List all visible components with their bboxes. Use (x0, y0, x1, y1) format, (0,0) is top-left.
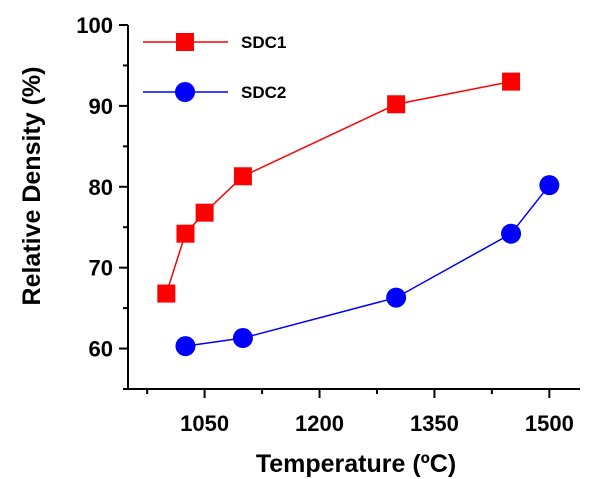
series-line-sdc1 (165, 80, 512, 294)
data-point-sdc2 (386, 287, 407, 308)
data-point-sdc2 (232, 328, 253, 349)
data-point-sdc1 (195, 203, 214, 222)
legend-marker-sdc2 (175, 82, 195, 102)
x-tick-label: 1200 (295, 411, 344, 436)
x-tick-label: 1500 (525, 411, 574, 436)
y-tick-label: 100 (76, 13, 113, 38)
legend-marker-sdc1 (176, 33, 194, 51)
x-tick-label: 1350 (410, 411, 459, 436)
legend-label-sdc2: SDC2 (241, 83, 286, 102)
data-point-sdc1 (387, 95, 406, 114)
x-axis-title: Temperature (ºC) (256, 450, 456, 478)
series-line-sdc2 (185, 184, 550, 347)
x-tick-label: 1050 (180, 411, 229, 436)
legend-label-sdc1: SDC1 (241, 33, 286, 52)
data-point-sdc2 (539, 175, 560, 196)
y-tick-label: 90 (89, 94, 113, 119)
data-point-sdc2 (175, 336, 196, 357)
plot-area: 60 70 80 90 100 1050 1200 1350 1500 SDC1 SDC2 (76, 13, 580, 436)
y-tick-label: 60 (89, 337, 113, 362)
data-point-sdc1 (502, 72, 521, 91)
y-tick-label: 80 (89, 175, 113, 200)
data-point-sdc1 (176, 224, 195, 243)
y-tick-label: 70 (89, 256, 113, 281)
data-point-sdc2 (501, 223, 522, 244)
data-point-sdc1 (233, 167, 252, 186)
data-point-sdc1 (157, 284, 176, 303)
y-axis-title: Relative Density (%) (18, 67, 46, 306)
